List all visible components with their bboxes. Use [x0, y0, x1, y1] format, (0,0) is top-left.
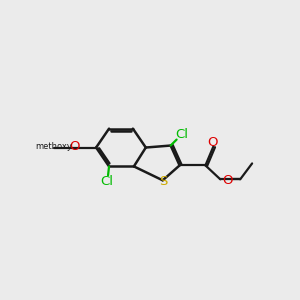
Text: S: S: [160, 175, 168, 188]
Text: Cl: Cl: [100, 175, 114, 188]
Text: methoxy: methoxy: [35, 142, 72, 151]
Text: O: O: [69, 140, 80, 153]
Text: Cl: Cl: [175, 128, 188, 141]
Text: O: O: [222, 174, 232, 187]
Text: O: O: [207, 136, 217, 149]
